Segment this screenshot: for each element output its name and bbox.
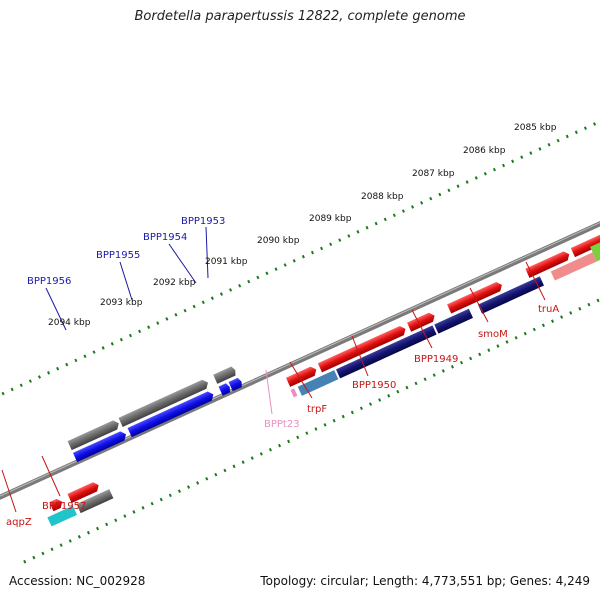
gene-arrow-red[interactable] <box>447 280 504 314</box>
gene-arrow-gray[interactable] <box>213 366 237 384</box>
gene-label[interactable]: BPPt23 <box>264 419 300 430</box>
trna-marker[interactable] <box>290 388 298 398</box>
scale-label: 2087 kbp <box>412 169 455 179</box>
gene-label[interactable]: BPP1954 <box>143 232 187 243</box>
scale-label: 2093 kbp <box>100 298 143 308</box>
gene-block-steelblue[interactable] <box>297 370 339 396</box>
gene-label[interactable]: BPP1957 <box>42 501 86 512</box>
scale-label: 2085 kbp <box>514 123 557 133</box>
gene-arrow-red[interactable] <box>49 497 64 512</box>
gene-arrow-blue[interactable] <box>127 390 216 438</box>
gene-label[interactable]: BPP1956 <box>27 276 71 287</box>
gene-block-cyan[interactable] <box>47 505 78 527</box>
gene-block-navy[interactable] <box>335 325 437 379</box>
outer-scale-ring <box>0 106 600 417</box>
page-title: Bordetella parapertussis 12822, complete… <box>134 9 466 24</box>
gene-labels-bottom: truA smoM BPP1949 BPP1950 trpF BPPt23 BP… <box>6 304 559 528</box>
scale-label: 2089 kbp <box>309 214 352 224</box>
gene-arrow-blue[interactable] <box>218 382 232 396</box>
gene-label[interactable]: BPP1953 <box>181 216 225 227</box>
scale-label: 2088 kbp <box>361 192 404 202</box>
gene-labels-top: BPP1953 BPP1954 BPP1955 BPP1956 <box>27 216 225 287</box>
gene-arrow-red[interactable] <box>317 324 408 373</box>
gene-label[interactable]: truA <box>538 304 559 315</box>
scale-labels: 2085 kbp 2086 kbp 2087 kbp 2088 kbp 2089… <box>48 123 557 328</box>
gene-label[interactable]: BPP1950 <box>352 380 396 391</box>
gene-label[interactable]: trpF <box>307 404 327 415</box>
scale-label: 2090 kbp <box>257 236 300 246</box>
gene-arrow-gray[interactable] <box>118 378 211 427</box>
gene-label[interactable]: aqpZ <box>6 517 32 528</box>
scale-label: 2086 kbp <box>463 146 506 156</box>
gene-block-pink[interactable] <box>550 252 597 281</box>
accession-text: Accession: NC_002928 <box>9 574 146 588</box>
scale-label: 2092 kbp <box>153 278 196 288</box>
gene-label[interactable]: BPP1955 <box>96 250 140 261</box>
inner-scale-ring <box>23 253 600 564</box>
gene-arrow-red[interactable] <box>67 481 100 503</box>
scale-label: 2091 kbp <box>205 257 248 267</box>
gene-arrow-gray[interactable] <box>67 419 121 451</box>
genome-summary-text: Topology: circular; Length: 4,773,551 bp… <box>260 574 590 588</box>
gene-label[interactable]: smoM <box>478 329 508 340</box>
label-leaders <box>1 226 546 513</box>
gene-arrow-red[interactable] <box>286 365 318 387</box>
gene-block-navy[interactable] <box>477 276 544 314</box>
gene-block-gray[interactable] <box>76 489 114 514</box>
gene-block-navy[interactable] <box>434 308 473 334</box>
gene-arrow-red[interactable] <box>525 250 571 278</box>
gene-arrow-blue[interactable] <box>72 430 128 463</box>
gene-arrow-red[interactable] <box>570 201 600 258</box>
gene-arrow-blue[interactable] <box>228 377 244 392</box>
gene-label[interactable]: BPP1949 <box>414 354 458 365</box>
scale-label: 2094 kbp <box>48 318 91 328</box>
gene-arrow-red[interactable] <box>407 311 437 332</box>
